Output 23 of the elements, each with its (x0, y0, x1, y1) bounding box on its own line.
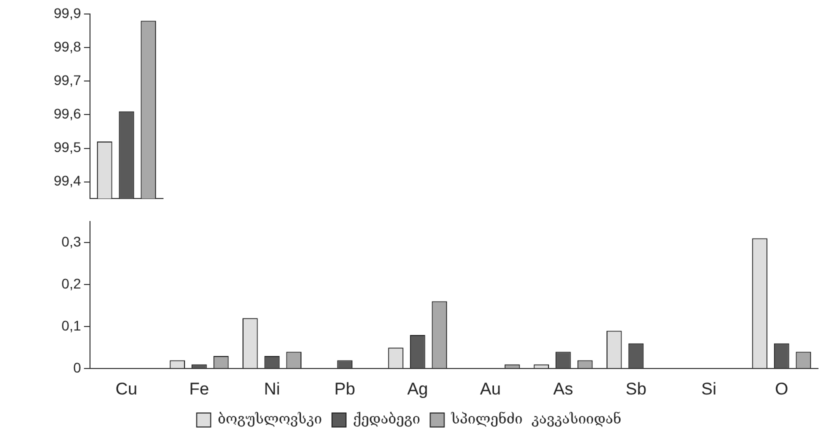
x-tick-label: Fe (189, 379, 210, 398)
y-tick-label: 0,3 (62, 233, 82, 250)
legend-label: ქედაბეგი (353, 412, 420, 428)
x-tick-label: Sb (626, 379, 646, 398)
x-tick-label: Ag (407, 379, 428, 398)
y-tick-label: 99,8 (54, 38, 82, 54)
y-tick-label: 99,6 (54, 106, 82, 122)
x-tick-label: Pb (334, 379, 356, 398)
x-tick-label: Au (480, 379, 501, 398)
legend-label: სპილენძი კავკასიიდან (450, 412, 622, 428)
y-tick-label: 99,5 (54, 139, 82, 156)
x-tick-label: Cu (116, 379, 138, 398)
x-tick-label: Ni (264, 379, 280, 398)
y-tick-label: 99,9 (54, 4, 82, 21)
legend-label: ბოგუსლოვსკი (218, 412, 322, 428)
x-tick-label: O (774, 379, 788, 398)
y-tick-label: 0,2 (62, 275, 82, 292)
y-tick-label: 0,1 (62, 317, 82, 334)
y-tick-label: 0 (73, 359, 82, 376)
y-tick-label: 99,4 (54, 172, 82, 189)
y-tick-label: 99,7 (54, 72, 82, 88)
x-tick-label: As (553, 379, 574, 398)
x-tick-label: Si (701, 379, 716, 398)
